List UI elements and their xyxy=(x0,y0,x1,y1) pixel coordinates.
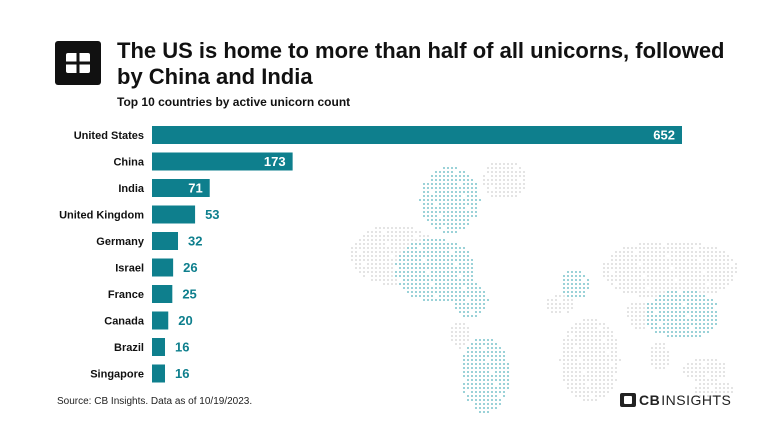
value-label-india: 71 xyxy=(188,181,202,196)
brand-insights-text: INSIGHTS xyxy=(661,392,732,408)
bar-brazil xyxy=(152,338,166,356)
category-label-germany: Germany xyxy=(96,236,145,248)
bar-united-states xyxy=(152,126,682,144)
category-label-brazil: Brazil xyxy=(114,342,144,354)
bar-france xyxy=(152,285,173,303)
cb-insights-brand: CB INSIGHTS xyxy=(620,392,731,408)
category-label-singapore: Singapore xyxy=(90,369,144,381)
chart-subtitle: Top 10 countries by active unicorn count xyxy=(117,95,351,109)
bar-canada xyxy=(152,311,169,330)
value-label-united-states: 652 xyxy=(653,128,675,143)
value-label-singapore: 16 xyxy=(175,366,189,381)
bar-germany xyxy=(152,232,179,250)
value-label-canada: 20 xyxy=(178,313,192,328)
bar-china xyxy=(152,152,293,171)
source-note: Source: CB Insights. Data as of 10/19/20… xyxy=(57,396,253,407)
category-label-canada: Canada xyxy=(104,316,145,328)
bar-united-kingdom xyxy=(152,205,196,224)
category-label-united-kingdom: United Kingdom xyxy=(59,210,144,222)
chart-title: The US is home to more than half of all … xyxy=(117,38,725,89)
bar-singapore xyxy=(152,364,166,383)
value-label-germany: 32 xyxy=(188,234,202,249)
cb-brand-icon xyxy=(620,393,636,407)
category-label-israel: Israel xyxy=(115,263,144,275)
value-label-france: 25 xyxy=(182,287,196,302)
bar-india xyxy=(152,179,210,197)
value-label-united-kingdom: 53 xyxy=(205,207,219,222)
cb-insights-logo-icon xyxy=(55,41,101,85)
value-label-brazil: 16 xyxy=(175,340,189,355)
category-label-united-states: United States xyxy=(74,130,144,142)
bar-israel xyxy=(152,258,174,277)
category-label-france: France xyxy=(108,289,144,301)
value-label-israel: 26 xyxy=(183,260,197,275)
category-label-china: China xyxy=(113,157,144,169)
value-label-china: 173 xyxy=(264,154,286,169)
brand-cb-text: CB xyxy=(639,392,661,408)
category-label-india: India xyxy=(118,183,145,195)
